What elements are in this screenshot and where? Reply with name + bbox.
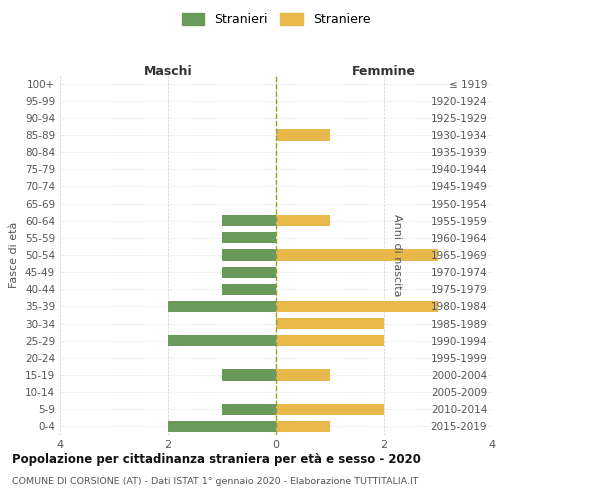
Bar <box>168 335 276 346</box>
Bar <box>222 215 276 226</box>
Bar <box>168 301 276 312</box>
Y-axis label: Anni di nascita: Anni di nascita <box>392 214 401 296</box>
Bar <box>222 250 276 260</box>
Text: Maschi: Maschi <box>143 65 193 78</box>
Bar <box>222 232 276 243</box>
Y-axis label: Fasce di età: Fasce di età <box>10 222 19 288</box>
Bar <box>276 215 330 226</box>
Bar <box>276 250 438 260</box>
Text: COMUNE DI CORSIONE (AT) - Dati ISTAT 1° gennaio 2020 - Elaborazione TUTTITALIA.I: COMUNE DI CORSIONE (AT) - Dati ISTAT 1° … <box>12 478 419 486</box>
Text: Popolazione per cittadinanza straniera per età e sesso - 2020: Popolazione per cittadinanza straniera p… <box>12 452 421 466</box>
Bar <box>276 301 438 312</box>
Bar <box>168 421 276 432</box>
Bar <box>276 335 384 346</box>
Bar <box>276 370 330 380</box>
Bar <box>222 370 276 380</box>
Bar <box>222 266 276 278</box>
Bar <box>276 130 330 140</box>
Bar <box>222 284 276 295</box>
Bar <box>276 318 384 329</box>
Bar <box>276 421 330 432</box>
Bar <box>222 404 276 415</box>
Text: Femmine: Femmine <box>352 65 416 78</box>
Bar <box>276 404 384 415</box>
Legend: Stranieri, Straniere: Stranieri, Straniere <box>176 7 377 32</box>
